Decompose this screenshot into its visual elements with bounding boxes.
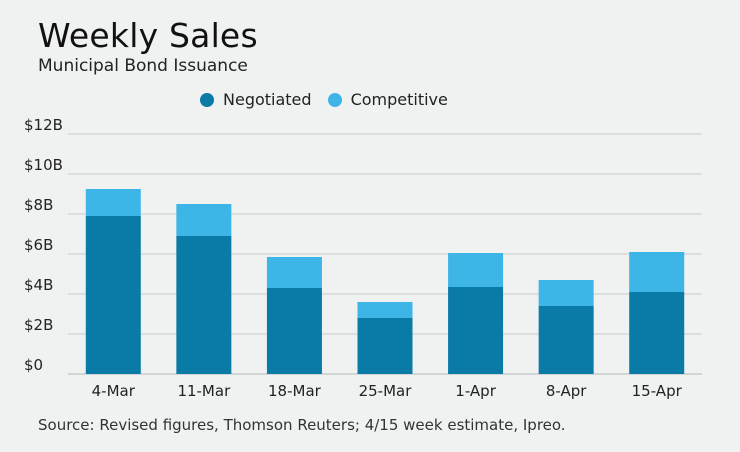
x-tick-label: 4-Mar bbox=[92, 382, 136, 400]
x-tick-label: 11-Mar bbox=[177, 382, 231, 400]
bar-negotiated-1-apr bbox=[448, 287, 504, 374]
source-note: Source: Revised figures, Thomson Reuters… bbox=[38, 416, 566, 434]
bar-competitive-18-mar bbox=[266, 257, 322, 288]
x-tick-label: 15-Apr bbox=[632, 382, 683, 400]
legend-swatch-competitive bbox=[327, 92, 342, 107]
y-tick-label: $6B bbox=[24, 236, 53, 254]
legend-label-competitive: Competitive bbox=[350, 90, 448, 109]
y-tick-label: $2B bbox=[24, 316, 53, 334]
y-tick-label: $4B bbox=[24, 276, 53, 294]
bar-competitive-1-apr bbox=[448, 253, 504, 287]
chart-subtitle: Municipal Bond Issuance bbox=[38, 56, 248, 76]
bar-competitive-8-apr bbox=[538, 280, 594, 306]
bar-negotiated-25-mar bbox=[357, 318, 413, 374]
y-tick-label: $12B bbox=[24, 116, 63, 134]
x-tick-label: 25-Mar bbox=[359, 382, 413, 400]
y-tick-label: $10B bbox=[24, 156, 63, 174]
x-tick-label: 8-Apr bbox=[546, 382, 587, 400]
bar-negotiated-11-mar bbox=[176, 236, 232, 374]
bar-negotiated-4-mar bbox=[85, 216, 141, 374]
legend-item-competitive: Competitive bbox=[327, 90, 448, 109]
legend-label-negotiated: Negotiated bbox=[223, 90, 312, 109]
bar-competitive-25-mar bbox=[357, 302, 413, 318]
y-tick-label: $0 bbox=[24, 356, 43, 374]
chart-title: Weekly Sales bbox=[38, 16, 258, 55]
y-tick-label: $8B bbox=[24, 196, 53, 214]
legend-swatch-negotiated bbox=[200, 92, 214, 107]
bar-negotiated-15-apr bbox=[629, 292, 685, 374]
x-tick-label: 1-Apr bbox=[455, 382, 496, 400]
bar-competitive-4-mar bbox=[85, 189, 141, 216]
bar-competitive-11-mar bbox=[176, 204, 232, 236]
x-tick-label: 18-Mar bbox=[268, 382, 322, 400]
chart-legend: Negotiated Competitive bbox=[200, 90, 448, 109]
bar-negotiated-8-apr bbox=[538, 306, 594, 374]
bar-competitive-15-apr bbox=[629, 252, 685, 292]
bar-negotiated-18-mar bbox=[266, 288, 322, 374]
legend-item-negotiated: Negotiated bbox=[200, 90, 312, 109]
